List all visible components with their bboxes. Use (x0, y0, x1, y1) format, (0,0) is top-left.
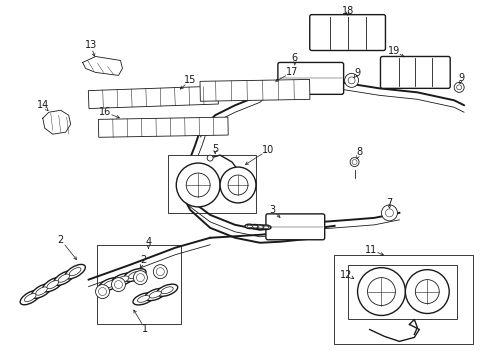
Ellipse shape (111, 273, 133, 286)
FancyBboxPatch shape (380, 57, 449, 88)
Ellipse shape (244, 224, 254, 229)
Text: 19: 19 (387, 45, 400, 55)
Ellipse shape (116, 276, 128, 283)
Polygon shape (82, 57, 122, 75)
Ellipse shape (246, 225, 252, 228)
Circle shape (176, 163, 220, 207)
Text: 5: 5 (212, 144, 218, 154)
Ellipse shape (349, 158, 358, 167)
Ellipse shape (42, 277, 63, 292)
Ellipse shape (133, 293, 154, 305)
Ellipse shape (24, 293, 36, 302)
Text: 12: 12 (340, 270, 352, 280)
Ellipse shape (99, 278, 121, 291)
FancyBboxPatch shape (277, 62, 343, 94)
Ellipse shape (58, 274, 70, 282)
Ellipse shape (137, 296, 149, 302)
Text: 8: 8 (356, 147, 362, 157)
Circle shape (385, 209, 393, 217)
Ellipse shape (54, 271, 74, 285)
Ellipse shape (65, 264, 85, 279)
Ellipse shape (128, 271, 141, 279)
Text: 9: 9 (457, 73, 463, 84)
Ellipse shape (252, 225, 258, 228)
Text: 18: 18 (341, 6, 353, 15)
Text: 7: 7 (386, 198, 392, 208)
Ellipse shape (161, 287, 173, 294)
Ellipse shape (261, 225, 270, 229)
Ellipse shape (47, 280, 59, 289)
Text: 13: 13 (84, 40, 97, 50)
Circle shape (133, 271, 147, 285)
Text: 2: 2 (58, 235, 64, 245)
Circle shape (405, 270, 448, 314)
Ellipse shape (103, 280, 116, 288)
FancyBboxPatch shape (265, 214, 324, 240)
Circle shape (186, 173, 210, 197)
Text: 1: 1 (142, 324, 148, 334)
Circle shape (367, 278, 395, 306)
Text: 17: 17 (285, 67, 297, 77)
Bar (96, 245, 181, 324)
Ellipse shape (344, 73, 358, 87)
Ellipse shape (255, 225, 265, 229)
Circle shape (220, 167, 255, 203)
Ellipse shape (144, 288, 165, 301)
Circle shape (414, 280, 438, 303)
Ellipse shape (123, 269, 146, 282)
Text: 10: 10 (261, 145, 273, 155)
Circle shape (357, 268, 405, 315)
Bar (98, 117, 228, 137)
Circle shape (227, 175, 247, 195)
Ellipse shape (207, 155, 213, 161)
Text: 16: 16 (99, 107, 111, 117)
Text: 2: 2 (140, 255, 146, 265)
Circle shape (99, 288, 106, 296)
Ellipse shape (257, 226, 263, 228)
Ellipse shape (347, 77, 354, 84)
Ellipse shape (31, 284, 52, 298)
Circle shape (153, 265, 167, 279)
Ellipse shape (36, 287, 47, 295)
FancyBboxPatch shape (309, 15, 385, 50)
Ellipse shape (20, 290, 41, 305)
Circle shape (156, 268, 164, 276)
Bar (347, 265, 456, 319)
Ellipse shape (156, 284, 177, 296)
Ellipse shape (453, 82, 463, 92)
Circle shape (114, 280, 122, 289)
Ellipse shape (351, 159, 356, 165)
Circle shape (136, 274, 144, 282)
Text: 6: 6 (291, 54, 297, 63)
Bar (200, 80, 309, 101)
Bar (333, 255, 472, 345)
Bar (168, 155, 255, 213)
Ellipse shape (456, 85, 461, 90)
Circle shape (381, 205, 397, 221)
Text: 3: 3 (268, 205, 274, 215)
Text: 14: 14 (37, 100, 49, 110)
Ellipse shape (69, 267, 81, 276)
Circle shape (95, 285, 109, 298)
Text: 9: 9 (354, 68, 360, 78)
Polygon shape (42, 110, 71, 134)
Ellipse shape (263, 226, 268, 229)
Text: 4: 4 (145, 237, 151, 247)
Text: 11: 11 (365, 245, 377, 255)
Ellipse shape (250, 225, 260, 229)
Bar (88, 86, 218, 108)
Text: 15: 15 (183, 75, 196, 85)
Circle shape (111, 278, 125, 292)
Ellipse shape (149, 291, 161, 298)
